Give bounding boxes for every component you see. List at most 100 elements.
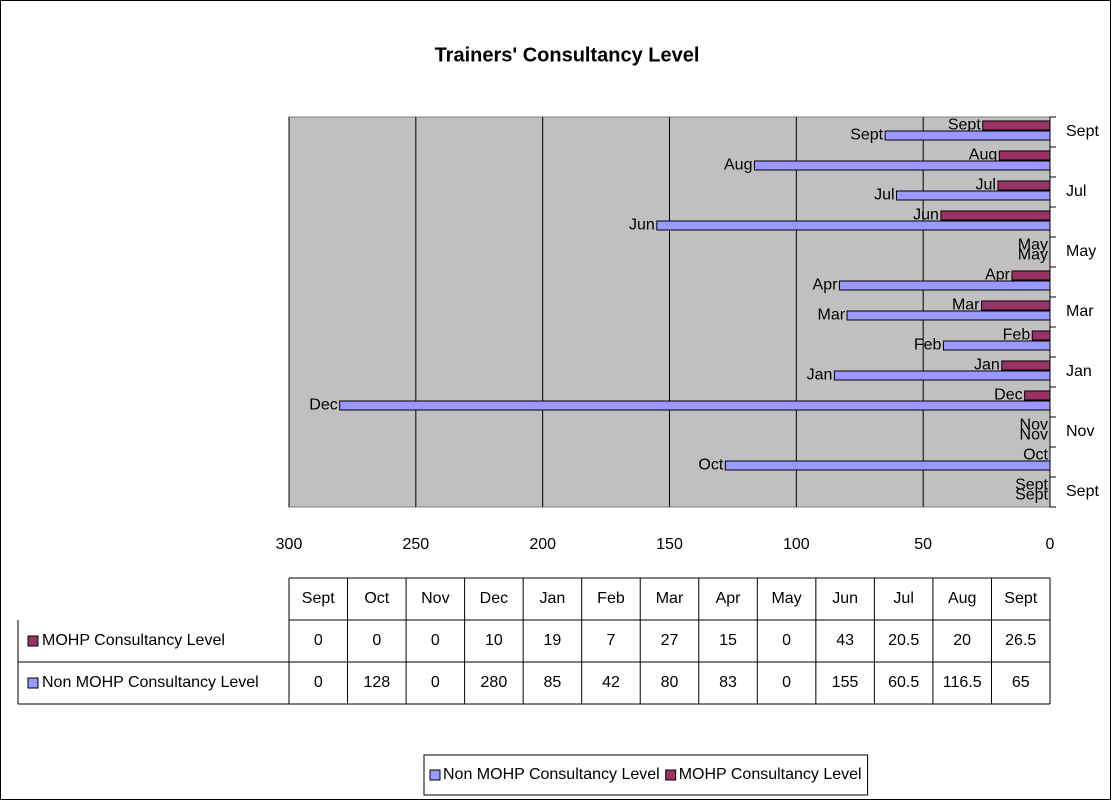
data-label: Jul: [874, 187, 894, 204]
bar: [942, 340, 1051, 351]
data-label: Nov: [1020, 427, 1048, 444]
table-cell: 15: [719, 632, 737, 649]
bar: [833, 370, 1051, 381]
bar: [998, 150, 1051, 161]
bar: [997, 180, 1051, 191]
y-tick-label: Jan: [1066, 363, 1092, 380]
x-tick-label: 200: [529, 536, 556, 553]
data-label: Feb: [914, 337, 942, 354]
x-tick-label: 0: [1046, 536, 1055, 553]
table-cell: 83: [719, 674, 737, 691]
table-header: Jun: [832, 590, 858, 607]
table-header: Apr: [716, 590, 742, 607]
data-label: Jan: [807, 367, 833, 384]
y-tick-label: May: [1066, 243, 1096, 260]
bar: [846, 310, 1051, 321]
data-label: Apr: [985, 267, 1011, 284]
legend-label: MOHP Consultancy Level: [679, 766, 862, 783]
table-header: Aug: [948, 590, 976, 607]
x-tick-label: 250: [402, 536, 429, 553]
table-cell: 42: [602, 674, 620, 691]
x-tick-label: 150: [656, 536, 683, 553]
table-header: May: [771, 590, 801, 607]
data-label: May: [1018, 247, 1048, 264]
table-cell: 155: [832, 674, 859, 691]
table-cell: 20.5: [888, 632, 919, 649]
table-cell: 128: [363, 674, 390, 691]
legend-key: [665, 769, 677, 781]
x-tick-label: 50: [914, 536, 932, 553]
table-header: Mar: [656, 590, 684, 607]
y-tick-label: Nov: [1066, 423, 1094, 440]
legend-key: [27, 635, 39, 647]
table-cell: 60.5: [888, 674, 919, 691]
table-cell: 0: [782, 632, 791, 649]
bar: [981, 300, 1051, 311]
bar: [339, 400, 1051, 411]
table-header: Feb: [597, 590, 625, 607]
table-cell: 27: [661, 632, 679, 649]
table-cell: 65: [1012, 674, 1030, 691]
x-tick-label: 100: [783, 536, 810, 553]
table-header: Sept: [302, 590, 335, 607]
data-label: Jun: [913, 207, 939, 224]
bar: [753, 160, 1051, 171]
table-cell: 0: [372, 632, 381, 649]
table-header: Oct: [364, 590, 389, 607]
table-cell: 20: [953, 632, 971, 649]
bar: [724, 460, 1051, 471]
data-label: Oct: [1023, 447, 1048, 464]
bar: [1024, 390, 1051, 401]
table-cell: 19: [544, 632, 562, 649]
table-cell: 80: [661, 674, 679, 691]
table-cell: 43: [836, 632, 854, 649]
table-cell: 280: [481, 674, 508, 691]
data-label: Oct: [698, 457, 723, 474]
bar: [982, 120, 1051, 131]
table-header: Dec: [480, 590, 508, 607]
data-label: Nov: [1020, 417, 1048, 434]
data-label: Jul: [976, 177, 996, 194]
legend-label: Non MOHP Consultancy Level: [443, 766, 660, 783]
data-label: Sept: [1015, 487, 1048, 504]
table-header: Sept: [1004, 590, 1037, 607]
data-label: Jun: [629, 217, 655, 234]
data-label: Sept: [948, 117, 981, 134]
legend-key: [27, 677, 39, 689]
data-label: Aug: [724, 157, 752, 174]
table-cell: 0: [314, 674, 323, 691]
data-label: Sept: [850, 127, 883, 144]
legend: [423, 754, 869, 796]
bar: [838, 280, 1051, 291]
data-label: Dec: [994, 387, 1022, 404]
table-cell: 26.5: [1005, 632, 1036, 649]
data-label: Sept: [1015, 477, 1048, 494]
data-label: Jan: [974, 357, 1000, 374]
table-row-label: MOHP Consultancy Level: [42, 632, 225, 649]
x-tick-label: 300: [276, 536, 303, 553]
legend-key: [429, 769, 441, 781]
y-tick-label: Sept: [1066, 483, 1099, 500]
y-tick-label: Mar: [1066, 303, 1094, 320]
bar: [940, 210, 1051, 221]
table-cell: 10: [485, 632, 503, 649]
bar: [1011, 270, 1051, 281]
table-row-label: Non MOHP Consultancy Level: [42, 674, 259, 691]
table-cell: 7: [607, 632, 616, 649]
bar: [1001, 360, 1051, 371]
bar: [656, 220, 1051, 231]
chart-title: Trainers' Consultancy Level: [435, 44, 700, 66]
table-cell: 116.5: [943, 674, 982, 691]
y-tick-label: Sept: [1066, 123, 1099, 140]
data-label: Apr: [813, 277, 839, 294]
bar: [896, 190, 1051, 201]
data-label: Mar: [818, 307, 846, 324]
table-header: Jan: [540, 590, 566, 607]
data-label: Dec: [309, 397, 337, 414]
table-cell: 0: [431, 674, 440, 691]
data-label: Feb: [1003, 327, 1031, 344]
table-cell: 0: [314, 632, 323, 649]
table-cell: 0: [782, 674, 791, 691]
data-label: May: [1018, 237, 1048, 254]
